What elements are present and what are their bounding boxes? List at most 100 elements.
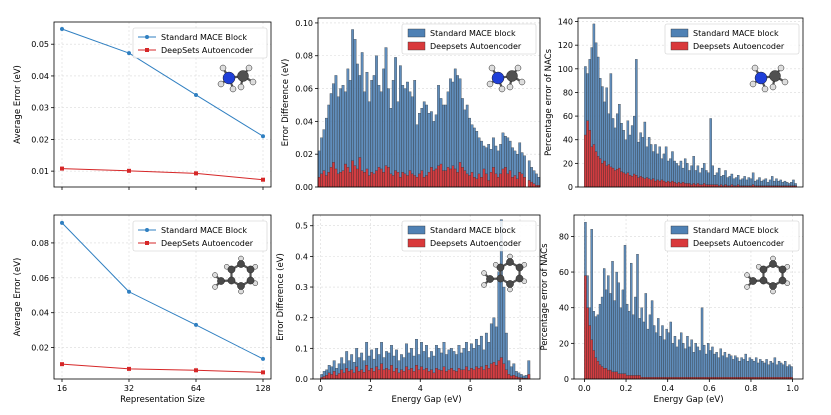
bar	[391, 80, 395, 188]
legend-bar-swatch	[670, 225, 689, 235]
bar	[499, 357, 503, 380]
bar	[632, 314, 635, 380]
bar	[382, 172, 385, 188]
bar	[661, 325, 664, 380]
bar	[337, 373, 341, 380]
bar	[665, 328, 668, 380]
bar	[352, 372, 356, 380]
bar	[453, 168, 457, 188]
bar	[508, 170, 512, 188]
bar	[511, 177, 514, 188]
bar	[592, 350, 595, 380]
series-deepsets	[60, 166, 265, 182]
bar	[360, 369, 364, 380]
bar	[634, 296, 637, 380]
bar	[652, 325, 656, 380]
bar	[458, 162, 462, 188]
legend-bar-swatch	[407, 28, 426, 38]
bar	[515, 178, 519, 188]
bar	[637, 177, 640, 188]
methylamine-molecule-icon	[749, 64, 789, 93]
bar	[727, 353, 731, 380]
bar	[504, 369, 508, 380]
bar	[455, 371, 458, 380]
bar	[605, 165, 608, 188]
bar	[472, 369, 476, 380]
atom	[498, 85, 506, 93]
atom	[506, 83, 514, 91]
y-tick-label: 0.05	[31, 40, 49, 49]
legend-marker	[145, 48, 149, 52]
atom	[759, 265, 768, 274]
bar	[584, 275, 587, 380]
series-line	[61, 168, 264, 181]
bar	[763, 362, 766, 380]
bar	[332, 371, 336, 380]
x-axis-label: Representation Size	[120, 395, 205, 405]
x-ticks: 16 32 64 128	[57, 379, 271, 393]
legend-label: Standard MACE block	[430, 226, 516, 235]
data-point	[60, 220, 64, 225]
bar	[513, 175, 517, 188]
y-ticks: 0 20 40 60 80	[559, 232, 574, 384]
bar	[638, 318, 641, 380]
bar	[351, 160, 354, 188]
x-tick-label: 64	[191, 384, 201, 393]
legend-p2: Standard MACE block Deepsets Autoencoder	[401, 23, 537, 55]
data-point	[261, 134, 265, 139]
atom	[212, 272, 218, 278]
legend-marker	[145, 241, 149, 245]
bar	[677, 182, 681, 188]
y-tick-label: 20	[559, 339, 569, 348]
bar	[437, 369, 441, 380]
bar	[358, 157, 362, 188]
bar	[345, 368, 349, 380]
bar	[348, 172, 352, 188]
axes-frame	[577, 17, 804, 188]
atom	[229, 85, 237, 93]
bar	[457, 368, 461, 380]
bar	[625, 375, 629, 380]
legend-label: Standard MACE block	[430, 29, 516, 38]
bar	[332, 162, 335, 188]
chart-p5: 0.0 0.1 0.2 0.3 0.4 0.5 0 2 4 6 8 Energy Gap (eV) Er…	[276, 214, 541, 405]
axes-frame	[312, 214, 541, 380]
bar	[390, 365, 393, 380]
bar	[336, 173, 340, 188]
bar	[601, 163, 604, 188]
legend-p3: Standard MACE block Deepsets Autoencoder	[664, 23, 800, 55]
bar	[729, 355, 733, 380]
bar	[427, 371, 431, 380]
bar	[327, 172, 331, 188]
y-tick-label: 0	[564, 375, 569, 384]
bar	[725, 357, 729, 380]
benzyl-radical-molecule-icon	[212, 255, 259, 295]
atom	[749, 80, 757, 88]
bar	[773, 357, 777, 380]
bar	[394, 170, 397, 188]
legend-label: Deepsets Autoencoder	[430, 239, 522, 248]
bar	[401, 172, 405, 188]
bar	[410, 368, 413, 380]
bar	[360, 52, 364, 188]
atom	[481, 282, 487, 288]
bar	[607, 164, 610, 188]
data-point	[127, 51, 131, 56]
bar	[370, 172, 374, 188]
bar	[330, 374, 334, 380]
bar	[752, 361, 756, 380]
bar	[435, 368, 438, 380]
bar	[382, 369, 386, 380]
bar	[680, 332, 683, 380]
bar	[643, 121, 647, 188]
x-tick-label: 0.6	[703, 384, 716, 393]
data-point	[194, 171, 198, 176]
bar	[664, 146, 668, 188]
bar	[360, 170, 364, 188]
bar	[671, 180, 674, 188]
bar	[527, 374, 531, 380]
bar	[357, 371, 361, 380]
y-tick-label: 0.02	[295, 150, 313, 159]
bar	[696, 346, 700, 380]
bar	[403, 173, 407, 188]
